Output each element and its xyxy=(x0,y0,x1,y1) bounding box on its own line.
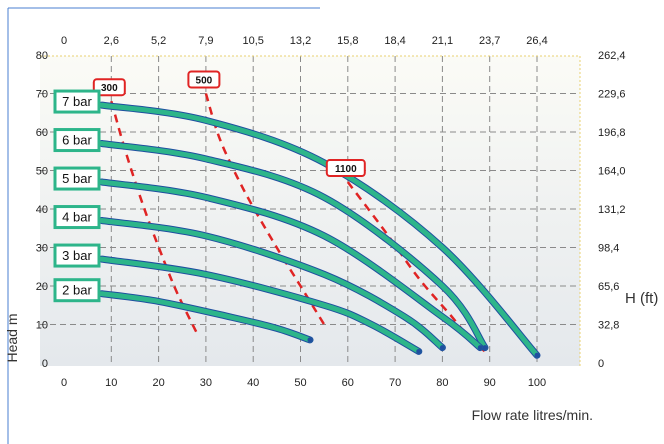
curve-end-point xyxy=(477,345,483,351)
x-top-tick-label: 0 xyxy=(61,35,67,47)
x-tick-label: 90 xyxy=(484,377,496,389)
plot-background xyxy=(40,56,580,366)
y-tick-label: 80 xyxy=(36,50,48,62)
curve-labels: 300 500 1100 7 bar 6 bar 5 bar 4 bar 3 bar 2 bar xyxy=(53,70,366,303)
x-top-tick-label: 23,7 xyxy=(479,35,500,47)
curve-end-point xyxy=(534,352,540,358)
curve-label-3-bar: 3 bar xyxy=(62,248,92,263)
grid xyxy=(40,55,581,366)
y-right-tick-label: 98,4 xyxy=(598,243,619,255)
x-axis-title: Flow rate litres/min. xyxy=(472,407,593,423)
x-top-tick-label: 2,6 xyxy=(104,35,119,47)
x-tick-label: 100 xyxy=(528,377,546,389)
y-axis-title: Head m xyxy=(4,313,20,362)
y2-axis-title: H (ft) xyxy=(625,290,658,307)
curve-6-bar xyxy=(99,141,488,351)
curve-end-point xyxy=(416,348,422,354)
x-top-tick-label: 5,2 xyxy=(151,35,166,47)
x-tick-label: 40 xyxy=(247,377,259,389)
y-right-tick-label: 196,8 xyxy=(598,127,626,139)
curve-label-box xyxy=(53,128,101,153)
y-right-tick-label: 229,6 xyxy=(598,89,626,101)
curve-label-7-bar: 7 bar xyxy=(62,94,92,109)
y-right-tick-label: 262,4 xyxy=(598,50,626,62)
y-tick-label: 10 xyxy=(36,320,48,332)
curve-label-box xyxy=(53,243,101,268)
curve-label-5-bar: 5 bar xyxy=(62,171,92,186)
x-top-tick-label: 15,8 xyxy=(337,35,358,47)
y-tick-label: 50 xyxy=(36,166,48,178)
y-tick-label: 0 xyxy=(42,358,48,370)
y-right-tick-label: 0 xyxy=(598,358,604,370)
y-right-tick-label: 131,2 xyxy=(598,204,626,216)
x-top-tick-label: 21,1 xyxy=(432,35,453,47)
curve-2-bar xyxy=(99,291,313,343)
curve-5-bar xyxy=(99,179,483,351)
y-tick-label: 40 xyxy=(36,204,48,216)
y-right-tick-label: 65,6 xyxy=(598,281,619,293)
x-tick-label: 70 xyxy=(389,377,401,389)
curve-label-box xyxy=(53,205,101,230)
speed-label-500: 500 xyxy=(196,76,213,87)
speed-label-box xyxy=(187,70,221,89)
curve-end-point xyxy=(439,345,445,351)
x-top-tick-label: 10,5 xyxy=(242,35,263,47)
x-tick-label: 80 xyxy=(436,377,448,389)
pressure-curves xyxy=(98,101,541,359)
speed-label-300: 300 xyxy=(101,83,118,94)
x-top-tick-label: 18,4 xyxy=(384,35,405,47)
speed-curve-500 xyxy=(204,93,326,326)
curve-label-box xyxy=(53,89,101,114)
y-tick-label: 60 xyxy=(36,127,48,139)
curve-label-box xyxy=(53,278,101,303)
curve-label-box xyxy=(53,166,101,191)
y-tick-label: 70 xyxy=(36,89,48,101)
speed-label-box xyxy=(325,159,366,178)
x-tick-label: 0 xyxy=(61,377,67,389)
curve-label-4-bar: 4 bar xyxy=(62,210,92,225)
x-tick-label: 60 xyxy=(342,377,354,389)
x-tick-label: 30 xyxy=(200,377,212,389)
tick-labels: 0 0 10 2,6 20 5,2 30 7,9 40 10,5 50 13,2 60 15,8 70 18,… xyxy=(36,35,626,389)
x-top-tick-label: 13,2 xyxy=(290,35,311,47)
y-tick-label: 20 xyxy=(36,281,48,293)
curve-3-bar xyxy=(99,256,422,354)
y-tick-label: 30 xyxy=(36,243,48,255)
x-tick-label: 50 xyxy=(294,377,306,389)
x-top-tick-label: 26,4 xyxy=(526,35,547,47)
curve-end-point xyxy=(307,337,313,343)
curve-end-point xyxy=(482,345,488,351)
curve-label-6-bar: 6 bar xyxy=(62,133,92,148)
x-tick-label: 10 xyxy=(105,377,117,389)
curve-label-2-bar: 2 bar xyxy=(62,283,92,298)
curve-7-bar xyxy=(99,102,540,358)
curve-4-bar xyxy=(99,218,445,351)
speed-label-1100: 1100 xyxy=(335,164,357,175)
x-top-tick-label: 7,9 xyxy=(198,35,213,47)
y-right-tick-label: 164,0 xyxy=(598,166,626,178)
y-right-tick-label: 32,8 xyxy=(598,320,619,332)
speed-label-box xyxy=(92,78,126,97)
x-tick-label: 20 xyxy=(152,377,164,389)
